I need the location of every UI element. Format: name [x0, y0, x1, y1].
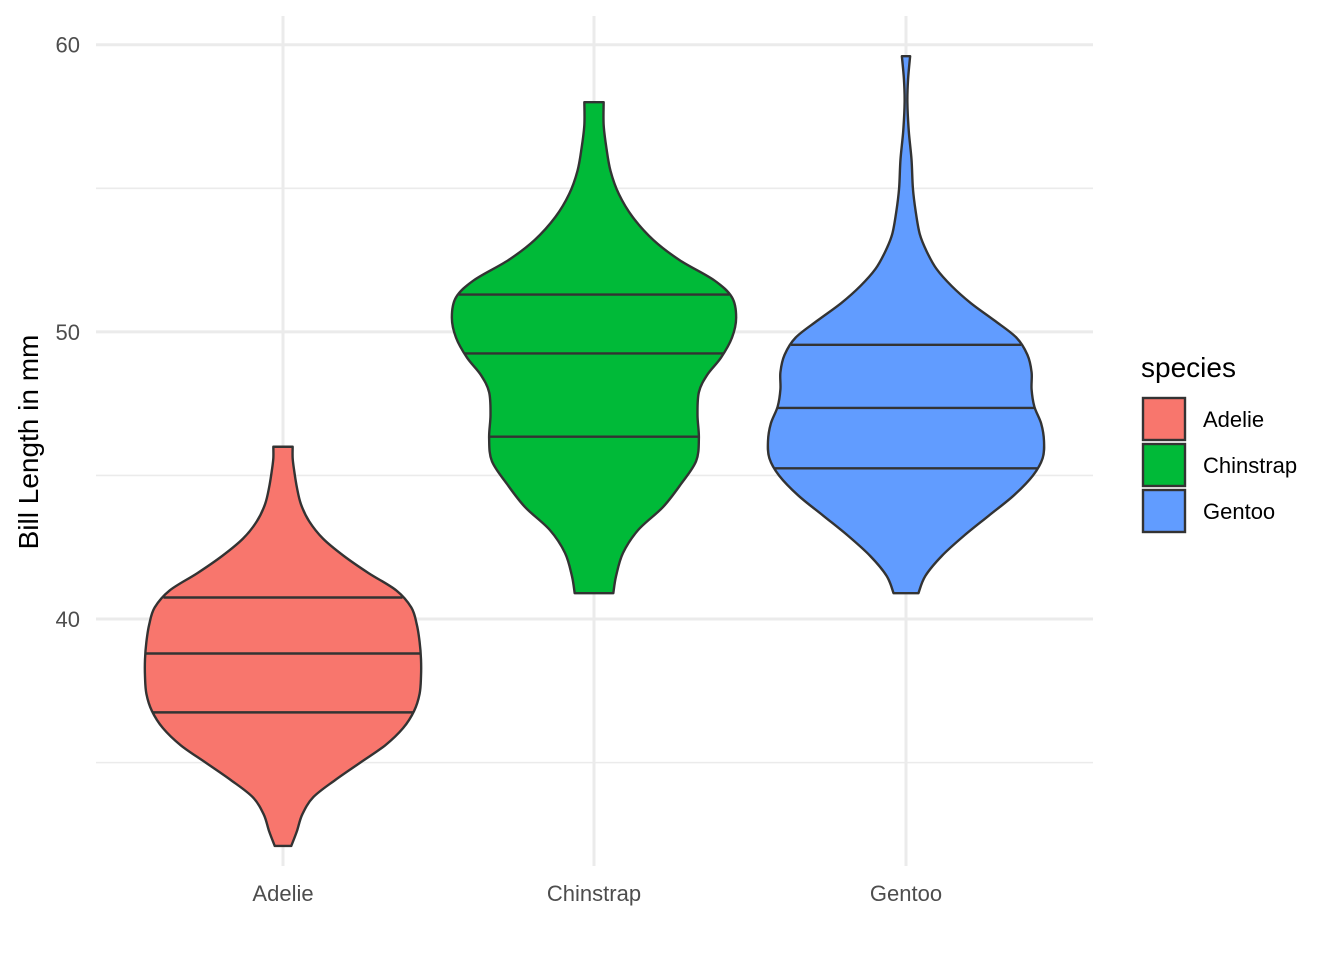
- y-axis-title: Bill Length in mm: [13, 335, 44, 550]
- x-tick-label: Chinstrap: [547, 881, 641, 906]
- violin-body: [766, 55, 1046, 595]
- y-tick-label: 50: [56, 320, 80, 345]
- violin-body: [450, 100, 738, 595]
- x-tick-label: Adelie: [252, 881, 313, 906]
- legend-key-gentoo: [1141, 488, 1187, 534]
- x-tick-label: Gentoo: [870, 881, 942, 906]
- violin-chinstrap: [450, 100, 738, 595]
- legend-label: Adelie: [1203, 407, 1264, 432]
- legend-title: species: [1141, 352, 1236, 383]
- violins: [143, 55, 1046, 848]
- axes: 40 50 60 Adelie Chinstrap Gentoo: [56, 33, 943, 906]
- legend: species Adelie Chinstrap Gentoo: [1141, 352, 1297, 534]
- violin-gentoo: [766, 55, 1046, 595]
- y-tick-label: 40: [56, 607, 80, 632]
- legend-label: Chinstrap: [1203, 453, 1297, 478]
- y-tick-label: 60: [56, 33, 80, 58]
- legend-label: Gentoo: [1203, 499, 1275, 524]
- legend-key-chinstrap: [1141, 442, 1187, 488]
- legend-key-adelie: [1141, 396, 1187, 442]
- violin-adelie: [143, 445, 423, 848]
- violin-body: [143, 445, 423, 848]
